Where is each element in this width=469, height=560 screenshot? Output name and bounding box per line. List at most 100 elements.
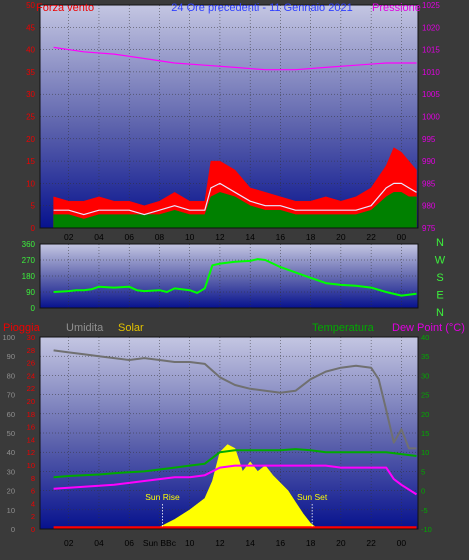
temperature-tick-label: -5 [421, 506, 428, 515]
rain-tick-label: 16 [27, 423, 35, 432]
wind-tick-label: 5 [31, 202, 36, 211]
humidity-tick-label: 30 [7, 467, 15, 476]
rain-tick-label: 10 [27, 461, 35, 470]
x-tick-label: 04 [94, 538, 104, 548]
rain-tick-label: 4 [31, 499, 35, 508]
sunrise-label: Sun Rise [145, 492, 180, 502]
humidity-tick-label: 50 [7, 429, 15, 438]
pressure-tick-label: 1000 [422, 113, 440, 122]
direction-tick-label: 180 [22, 272, 36, 281]
rain-tick-label: 22 [27, 384, 35, 393]
x-tick-label: 06 [124, 538, 134, 548]
rain-tick-label: 24 [27, 371, 35, 380]
humidity-axis: 0 10 20 30 40 50 60 70 80 90 100 [2, 333, 15, 534]
rain-tick-label: 2 [31, 512, 35, 521]
panel-wind-direction-frame [39, 243, 419, 309]
temperature-tick-label: 20 [421, 410, 429, 419]
pressure-tick-label: 975 [422, 224, 436, 233]
temperature-tick-label: 35 [421, 352, 429, 361]
wind-tick-label: 15 [26, 157, 35, 166]
rain-tick-label: 8 [31, 474, 35, 483]
x-tick-label: 16 [276, 232, 286, 242]
temperature-tick-label: 30 [421, 371, 429, 380]
wind-gust-area [53, 147, 417, 229]
direction-degree-axis: 0 90 180 270 360 [22, 240, 36, 313]
humidity-tick-label: 80 [7, 371, 15, 380]
panel-wind-pressure-frame [39, 4, 419, 229]
pressure-tick-label: 1020 [422, 23, 440, 32]
rain-tick-label: 12 [27, 448, 35, 457]
rain-tick-label: 28 [27, 346, 35, 355]
rain-tick-label: 20 [27, 397, 35, 406]
pressure-tick-label: 1010 [422, 68, 440, 77]
pressure-line [53, 46, 417, 71]
rain-tick-label: 0 [31, 525, 35, 534]
wind-tick-label: 25 [26, 113, 35, 122]
temperature-tick-label: 40 [421, 333, 429, 342]
temperature-tick-label: 5 [421, 467, 425, 476]
panel-humidity-temperature-frame [39, 336, 419, 530]
dew-point-line [53, 464, 418, 496]
pressure-tick-label: 980 [422, 202, 436, 211]
rain-tick-label: 14 [27, 435, 35, 444]
chart-title: 24 Ore precedenti - 11 Gennaio 2021 [171, 2, 352, 14]
compass-label: N [436, 237, 444, 249]
dew-point-label: Dew Point (°C) [392, 322, 465, 334]
x-tick-label: 22 [366, 232, 376, 242]
humidity-tick-label: 100 [2, 333, 15, 342]
x-tick-label: 08 [155, 232, 165, 242]
humidity-tick-label: 70 [7, 391, 15, 400]
temperature-label: Temperatura [312, 322, 375, 334]
x-tick-label: 02 [64, 538, 74, 548]
pressure-tick-label: 995 [422, 135, 436, 144]
time-axis-3: 02 04 06 Sun BBc 10 12 14 16 18 20 22 00 [64, 538, 406, 548]
humidity-tick-label: 10 [7, 506, 15, 515]
wind-direction-line [53, 258, 417, 297]
temperature-tick-label: 0 [421, 487, 425, 496]
x-tick-label: 14 [245, 538, 255, 548]
direction-tick-label: 270 [22, 256, 36, 265]
compass-label: E [436, 290, 443, 302]
direction-tick-label: 90 [26, 288, 35, 297]
sun-annotations: Sun Rise Sun Set [145, 492, 328, 527]
wind-tick-label: 20 [26, 135, 35, 144]
direction-tick-label: 360 [22, 240, 36, 249]
rain-tick-label: 26 [27, 359, 35, 368]
wind-speed-axis: 0 5 10 15 20 25 30 35 40 45 50 [26, 1, 35, 233]
x-tick-label: 12 [215, 232, 225, 242]
humidity-tick-label: 40 [7, 448, 15, 457]
pressure-tick-label: 1005 [422, 90, 440, 99]
humidity-tick-label: 0 [11, 525, 15, 534]
pressure-tick-label: 990 [422, 157, 436, 166]
wind-tick-label: 50 [26, 1, 35, 10]
x-tick-label: 16 [276, 538, 286, 548]
x-tick-label: 04 [94, 232, 104, 242]
x-tick-label: 22 [366, 538, 376, 548]
x-tick-label: 06 [124, 232, 134, 242]
humidity-tick-label: 90 [7, 352, 15, 361]
compass-label: S [436, 272, 443, 284]
x-tick-label: 10 [185, 538, 195, 548]
pressure-tick-label: 985 [422, 179, 436, 188]
temperature-tick-label: 25 [421, 391, 429, 400]
solar-area [151, 444, 319, 530]
x-tick-label: 20 [336, 538, 346, 548]
pressure-tick-label: 1015 [422, 46, 440, 55]
x-tick-label: Sun BBc [143, 538, 177, 548]
wind-tick-label: 45 [26, 23, 35, 32]
wind-tick-label: 0 [31, 224, 36, 233]
solar-label: Solar [118, 322, 144, 334]
pressure-axis: 975 980 985 990 995 1000 1005 1010 1015 1020 1025 [422, 1, 440, 233]
time-axis-1: 02 04 06 08 10 12 14 16 18 20 22 00 [64, 232, 406, 242]
x-tick-label: 14 [245, 232, 255, 242]
x-tick-label: 18 [306, 232, 316, 242]
rain-tick-label: 30 [27, 333, 35, 342]
humidity-label: Umidita [66, 322, 104, 334]
temperature-tick-label: 10 [421, 448, 429, 457]
humidity-line [53, 349, 417, 450]
humidity-tick-label: 60 [7, 410, 15, 419]
wind-speed-line [53, 182, 417, 216]
